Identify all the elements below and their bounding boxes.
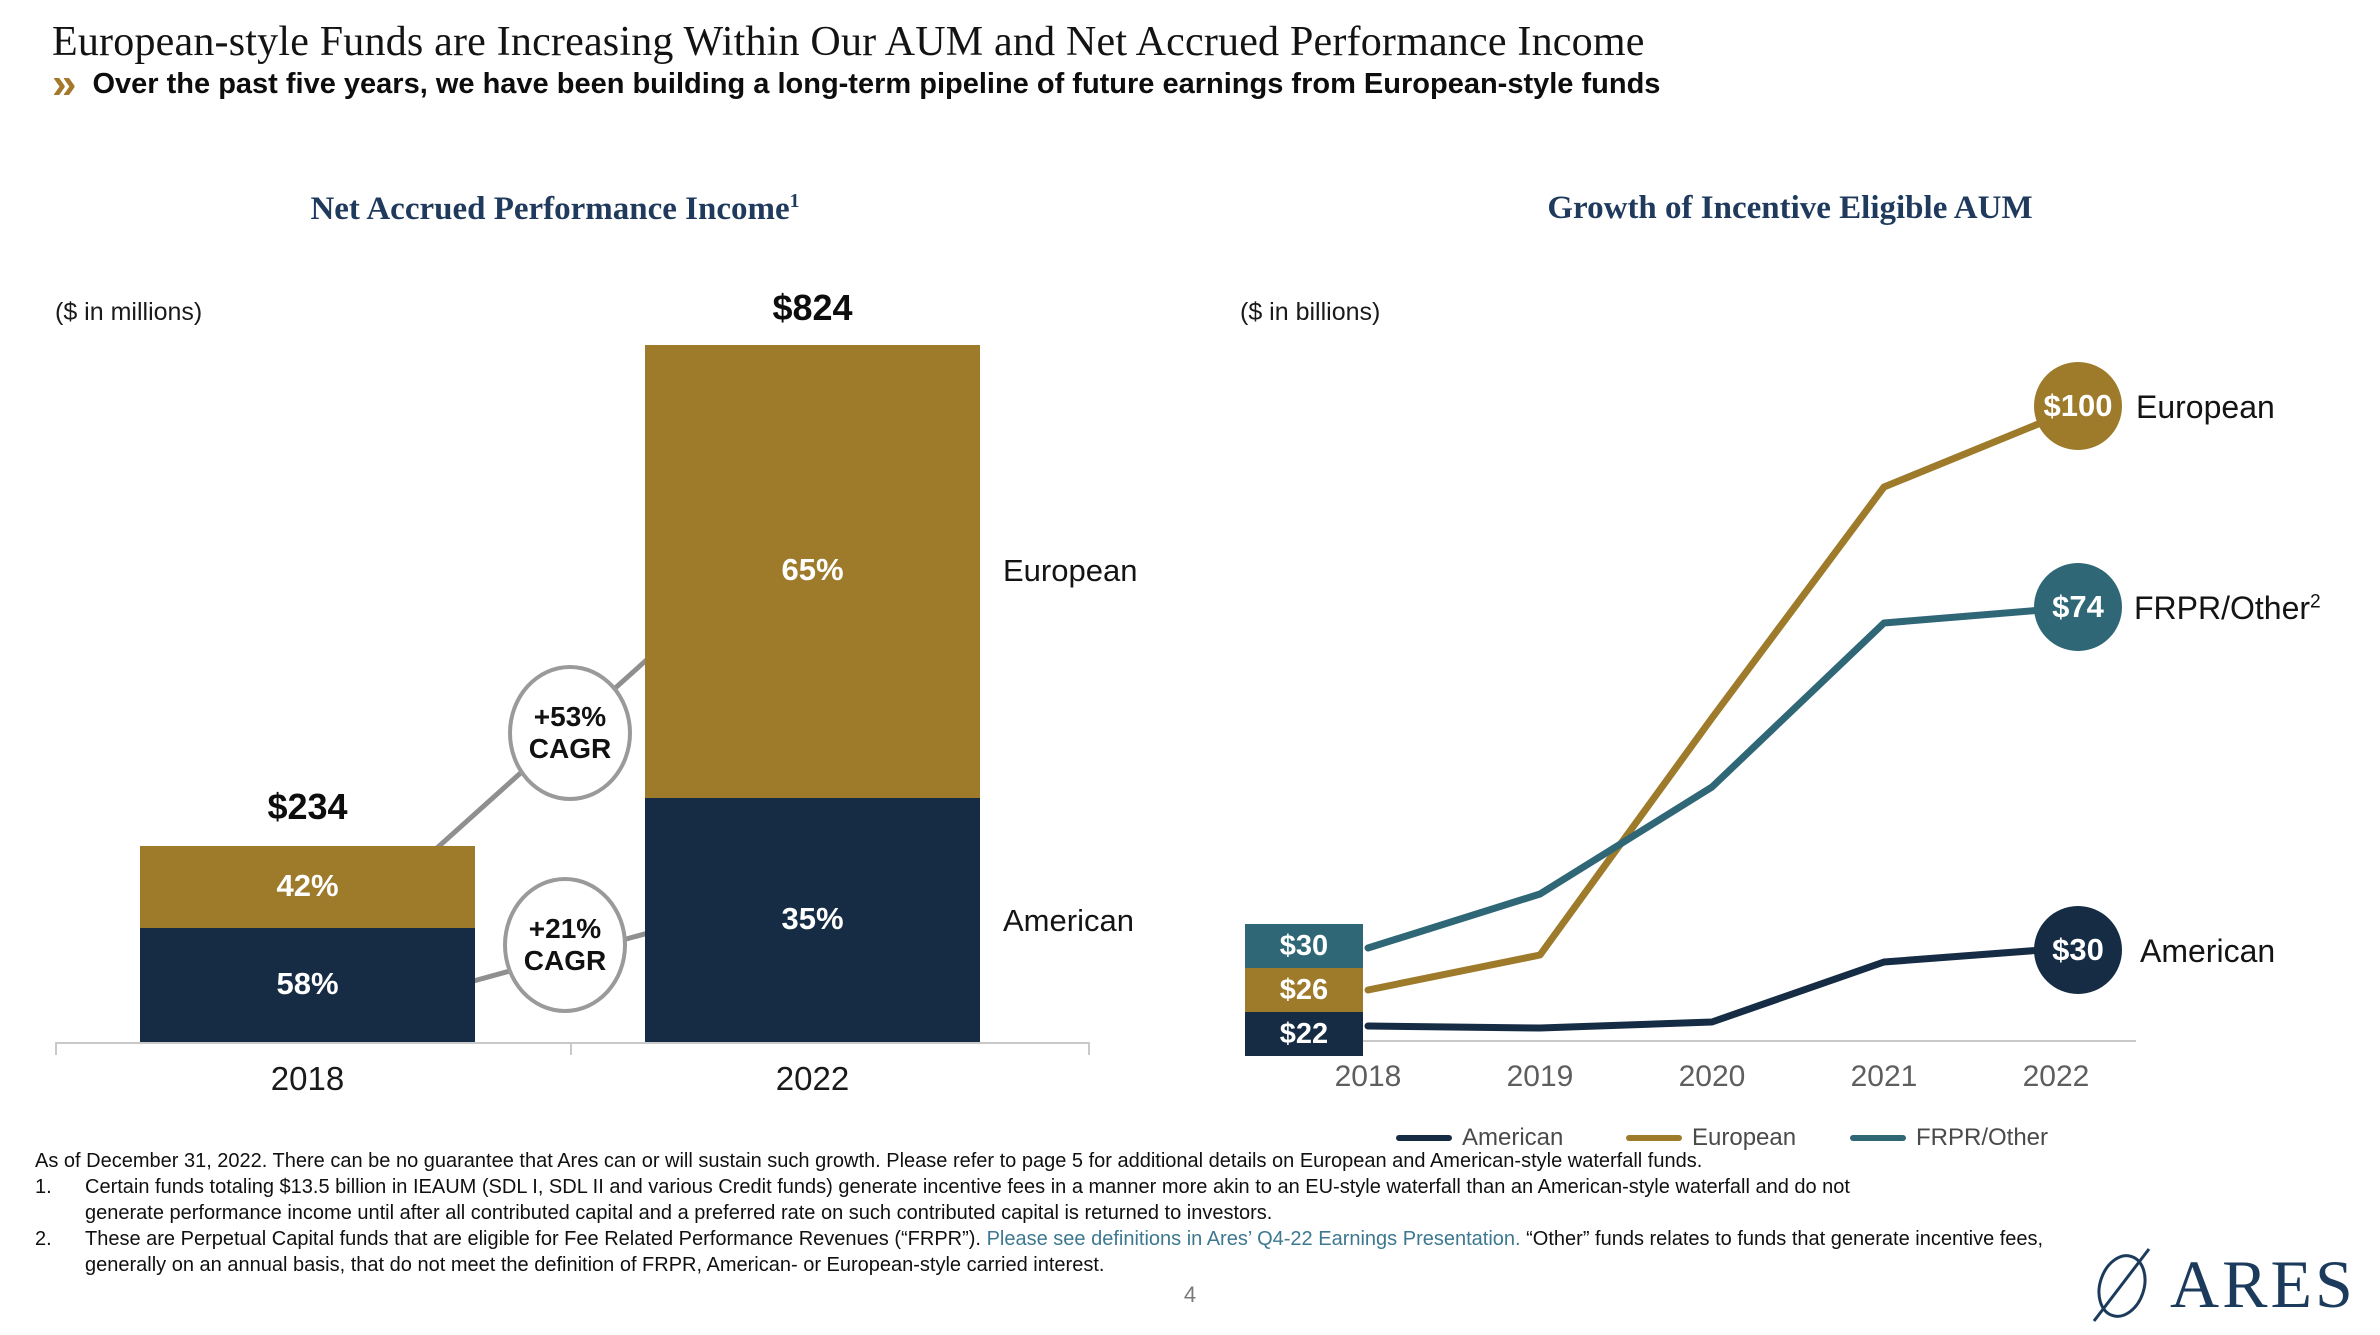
page-title: European-style Funds are Increasing With… bbox=[52, 19, 1645, 65]
legend-label-american: American bbox=[1462, 1124, 1564, 1151]
legend-label-frpr-other: FRPR/Other bbox=[1916, 1124, 2049, 1151]
ares-logo-text: ARES bbox=[2170, 1246, 2356, 1322]
left-chart-title-footnote-ref: 1 bbox=[789, 190, 800, 212]
bar-total-2018: $234 bbox=[267, 786, 348, 827]
left-chart-x-axis bbox=[55, 1042, 1090, 1044]
line-american bbox=[1364, 946, 2046, 1032]
line-frpr-other bbox=[1364, 606, 2046, 952]
bar-2022-american-segment bbox=[645, 798, 980, 1042]
footnote-1-number: 1. bbox=[35, 1176, 52, 1198]
left-chart-units: ($ in millions) bbox=[55, 298, 203, 326]
left-chart-axis-tick bbox=[55, 1042, 57, 1055]
bar-2022-european-segment bbox=[645, 345, 980, 798]
left-chart-axis-tick bbox=[1088, 1042, 1090, 1055]
cagr-caption: CAGR bbox=[523, 945, 607, 976]
right-chart-year-2019: 2019 bbox=[1506, 1060, 1574, 1093]
left-chart-label-european: European bbox=[1003, 553, 1138, 588]
bar-2018-american-pct: 58% bbox=[276, 966, 339, 1001]
footnotes: As of December 31, 2022. There can be no… bbox=[35, 1148, 2105, 1278]
bar-total-2022: $824 bbox=[772, 287, 853, 328]
bar-2018-american-segment bbox=[140, 928, 475, 1042]
end-label-frpr-other: FRPR/Other2 bbox=[2134, 590, 2321, 627]
end-value-frpr-other: $74 bbox=[2034, 563, 2122, 651]
footnote-2-link[interactable]: Please see definitions in Ares’ Q4-22 Ea… bbox=[986, 1228, 1521, 1250]
page-number: 4 bbox=[1183, 1282, 1197, 1307]
right-chart-year-2018: 2018 bbox=[1334, 1060, 1402, 1093]
cagr-badge-european: +53% CAGR bbox=[508, 665, 632, 801]
bar-2018-year-label: 2018 bbox=[270, 1060, 345, 1097]
end-label-european: European bbox=[2136, 389, 2275, 425]
line-european bbox=[1364, 416, 2052, 994]
bar-2022-american-pct: 35% bbox=[781, 901, 844, 936]
right-chart-title: Growth of Incentive Eligible AUM bbox=[1547, 190, 2033, 226]
cagr-badge-american: +21% CAGR bbox=[503, 877, 627, 1013]
footnote-2: 2. These are Perpetual Capital funds tha… bbox=[35, 1226, 2105, 1278]
start-value-frpr-other: $30 bbox=[1245, 924, 1363, 968]
footnote-2-part2: “Other” funds relates to funds that gene… bbox=[85, 1228, 2044, 1276]
bar-2022-european-pct: 65% bbox=[781, 552, 844, 587]
bar-2018-european-segment bbox=[140, 846, 475, 928]
footnote-2-part1: These are Perpetual Capital funds that a… bbox=[85, 1228, 981, 1250]
start-value-european: $26 bbox=[1245, 968, 1363, 1012]
footnote-1: 1. Certain funds totaling $13.5 billion … bbox=[35, 1174, 2105, 1226]
start-value-american: $22 bbox=[1245, 1012, 1363, 1056]
footnote-1-text: Certain funds totaling $13.5 billion in … bbox=[85, 1176, 1850, 1224]
bar-2018-european-pct: 42% bbox=[276, 868, 339, 903]
bar-2022-year-label: 2022 bbox=[775, 1060, 850, 1097]
end-label-frpr-footnote-ref: 2 bbox=[2310, 591, 2321, 613]
end-value-american: $30 bbox=[2034, 906, 2122, 994]
end-label-frpr-other-text: FRPR/Other bbox=[2134, 590, 2311, 626]
left-chart-axis-tick bbox=[570, 1042, 572, 1055]
footnote-2-text: These are Perpetual Capital funds that a… bbox=[85, 1226, 2095, 1278]
right-chart-year-2021: 2021 bbox=[1850, 1060, 1918, 1093]
legend-swatch-american bbox=[1396, 1135, 1452, 1141]
double-chevron-icon: » bbox=[52, 59, 77, 108]
legend-label-european: European bbox=[1692, 1124, 1797, 1151]
footnote-asof: As of December 31, 2022. There can be no… bbox=[35, 1150, 1703, 1172]
aum-lines bbox=[1364, 416, 2052, 1032]
right-chart-units: ($ in billions) bbox=[1240, 298, 1381, 326]
ares-logo-icon bbox=[2092, 1248, 2151, 1322]
subtitle-text: Over the past five years, we have been b… bbox=[92, 67, 1661, 100]
right-chart-year-2022: 2022 bbox=[2022, 1060, 2090, 1093]
end-label-american: American bbox=[2140, 933, 2276, 969]
legend-swatch-frpr-other bbox=[1850, 1135, 1906, 1141]
subtitle-row: » Over the past five years, we have been… bbox=[52, 59, 1661, 108]
left-chart-label-american: American bbox=[1003, 903, 1134, 938]
right-chart-year-2020: 2020 bbox=[1678, 1060, 1746, 1093]
end-value-european: $100 bbox=[2034, 362, 2122, 450]
left-chart-title: Net Accrued Performance Income1 bbox=[55, 190, 1055, 228]
cagr-caption: CAGR bbox=[528, 733, 612, 764]
left-chart-title-text: Net Accrued Performance Income bbox=[310, 191, 790, 227]
cagr-value: +53% bbox=[533, 701, 607, 732]
cagr-value: +21% bbox=[528, 913, 602, 944]
footnote-2-number: 2. bbox=[35, 1228, 52, 1250]
right-chart-x-axis bbox=[1256, 1040, 2136, 1042]
legend-swatch-european bbox=[1626, 1135, 1682, 1141]
ares-logo: ARES bbox=[2082, 1244, 2356, 1324]
